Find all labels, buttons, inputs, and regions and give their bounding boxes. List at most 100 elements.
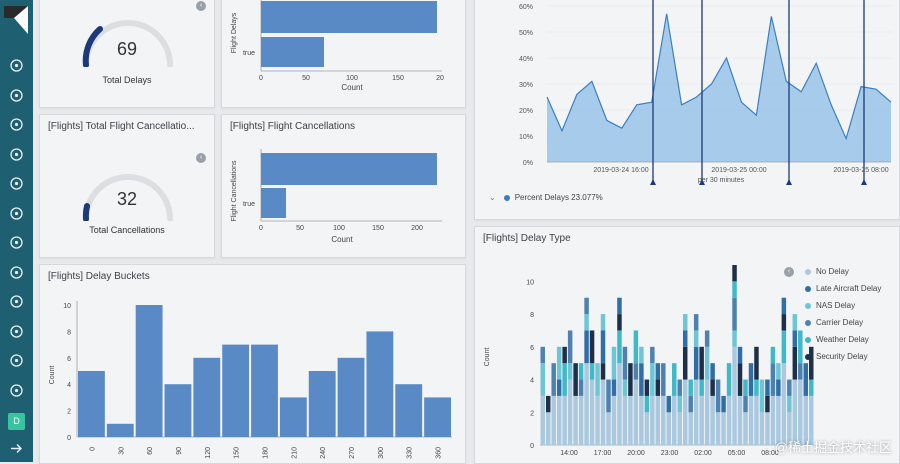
dashboard-icon[interactable] <box>8 116 25 133</box>
delay-type-bar-segment[interactable] <box>793 314 797 330</box>
delay-type-bar-segment[interactable] <box>754 347 758 380</box>
infrastructure-icon[interactable] <box>8 234 25 251</box>
delay-type-bar-segment[interactable] <box>557 380 561 396</box>
delay-bucket-bar[interactable] <box>136 305 163 437</box>
annotation-marker[interactable] <box>861 179 867 185</box>
delay-type-bar-segment[interactable] <box>710 396 714 445</box>
delay-type-bar-segment[interactable] <box>732 265 736 281</box>
delay-type-bar-segment[interactable] <box>694 330 698 346</box>
delay-type-bar-segment[interactable] <box>650 347 654 363</box>
delay-type-bar-segment[interactable] <box>699 380 703 396</box>
delay-type-bar-segment[interactable] <box>551 396 555 445</box>
delay-type-bar-segment[interactable] <box>601 380 605 445</box>
delay-type-bar-segment[interactable] <box>688 396 692 412</box>
delay-bucket-bar[interactable] <box>395 384 422 437</box>
delay-type-bar-segment[interactable] <box>595 396 599 445</box>
delay-type-bar-segment[interactable] <box>683 347 687 380</box>
delay-type-bar-segment[interactable] <box>688 380 692 396</box>
delay-type-bar-segment[interactable] <box>606 380 610 413</box>
delay-type-bar-segment[interactable] <box>617 314 621 330</box>
delay-bucket-bar[interactable] <box>366 331 393 437</box>
delay-type-legend-item[interactable]: NAS Delay <box>805 301 855 310</box>
flight-delays-bar-true[interactable] <box>261 37 324 67</box>
delay-type-bar-segment[interactable] <box>573 363 577 396</box>
delay-type-bar-segment[interactable] <box>683 330 687 346</box>
delay-type-bar-segment[interactable] <box>617 330 621 363</box>
delay-type-bar-segment[interactable] <box>617 363 621 445</box>
delay-type-bar-segment[interactable] <box>573 396 577 445</box>
delay-bucket-bar[interactable] <box>165 384 192 437</box>
delay-type-bar-segment[interactable] <box>798 380 802 445</box>
delay-type-bar-segment[interactable] <box>601 330 605 363</box>
delay-type-bar-segment[interactable] <box>617 298 621 314</box>
delay-type-bar-segment[interactable] <box>738 347 742 363</box>
delay-type-bar-segment[interactable] <box>782 330 786 363</box>
delay-type-bar-segment[interactable] <box>557 396 561 445</box>
delay-bucket-bar[interactable] <box>193 358 220 437</box>
delay-type-bar-segment[interactable] <box>568 330 572 363</box>
delay-type-bar-segment[interactable] <box>705 347 709 380</box>
delay-type-bar-segment[interactable] <box>765 396 769 412</box>
delay-type-bar-segment[interactable] <box>699 347 703 380</box>
apm-icon[interactable] <box>8 293 25 310</box>
delay-type-bar-segment[interactable] <box>699 396 703 445</box>
delay-type-bar-segment[interactable] <box>793 380 797 445</box>
delay-type-bar-segment[interactable] <box>612 347 616 380</box>
annotation-marker[interactable] <box>650 179 656 185</box>
delay-type-bar-segment[interactable] <box>656 396 660 445</box>
delay-type-bar-segment[interactable] <box>562 347 566 363</box>
delay-type-bar-segment[interactable] <box>678 380 682 396</box>
delay-type-bar-segment[interactable] <box>787 380 791 396</box>
compass-icon[interactable] <box>8 57 25 74</box>
flight-delays-bar-false[interactable] <box>261 1 437 33</box>
delay-type-bar-segment[interactable] <box>650 396 654 445</box>
delay-type-bar-segment[interactable] <box>562 363 566 396</box>
delay-type-bar-segment[interactable] <box>612 380 616 396</box>
delay-type-bar-segment[interactable] <box>765 380 769 396</box>
delay-type-bar-segment[interactable] <box>623 347 627 380</box>
delay-bucket-bar[interactable] <box>107 424 134 437</box>
delay-type-bar-segment[interactable] <box>771 363 775 396</box>
delay-type-bar-segment[interactable] <box>612 396 616 445</box>
delay-type-bar-segment[interactable] <box>765 412 769 445</box>
delay-type-bar-segment[interactable] <box>782 298 786 314</box>
delay-type-bar-segment[interactable] <box>798 363 802 379</box>
dev-tools-icon[interactable] <box>8 352 25 369</box>
delay-type-bar-segment[interactable] <box>639 347 643 363</box>
delay-type-bar-segment[interactable] <box>584 330 588 363</box>
delay-type-bar-segment[interactable] <box>568 380 572 445</box>
delay-type-bar-segment[interactable] <box>694 314 698 330</box>
delay-type-bar-segment[interactable] <box>634 330 638 363</box>
delay-type-bar-segment[interactable] <box>541 396 545 445</box>
delay-type-bar-segment[interactable] <box>793 330 797 346</box>
delay-type-bar-segment[interactable] <box>579 396 583 445</box>
delay-type-legend-item[interactable]: Security Delay <box>805 352 868 361</box>
delay-type-bar-segment[interactable] <box>678 412 682 445</box>
user-avatar[interactable]: D <box>8 413 25 430</box>
chevron-down-icon[interactable]: ⌄ <box>489 193 496 202</box>
canvas-icon[interactable] <box>8 146 25 163</box>
delay-type-bar-segment[interactable] <box>562 396 566 445</box>
delay-type-bar-segment[interactable] <box>541 363 545 396</box>
delay-type-bar-segment[interactable] <box>787 396 791 412</box>
delay-type-bar-segment[interactable] <box>754 380 758 396</box>
delay-type-bar-segment[interactable] <box>798 330 802 363</box>
delay-type-bar-segment[interactable] <box>776 380 780 396</box>
delay-type-bar-segment[interactable] <box>672 396 676 445</box>
delay-type-bar-segment[interactable] <box>749 363 753 396</box>
delay-type-bar-segment[interactable] <box>650 363 654 396</box>
delay-type-legend-item[interactable]: Weather Delay <box>805 335 869 344</box>
delay-type-bar-segment[interactable] <box>738 363 742 396</box>
delay-type-bar-segment[interactable] <box>667 396 671 412</box>
delay-type-bar-segment[interactable] <box>568 363 572 379</box>
delay-type-bar-segment[interactable] <box>710 380 714 396</box>
delay-type-bar-segment[interactable] <box>541 347 545 363</box>
kibana-logo[interactable] <box>4 6 28 34</box>
delay-type-bar-segment[interactable] <box>705 330 709 346</box>
delay-type-bar-segment[interactable] <box>623 396 627 445</box>
delay-type-bar-segment[interactable] <box>656 363 660 379</box>
delay-type-bar-segment[interactable] <box>645 412 649 445</box>
delay-type-bar-segment[interactable] <box>727 363 731 396</box>
delay-type-bar-segment[interactable] <box>628 396 632 445</box>
delay-type-bar-segment[interactable] <box>683 314 687 330</box>
